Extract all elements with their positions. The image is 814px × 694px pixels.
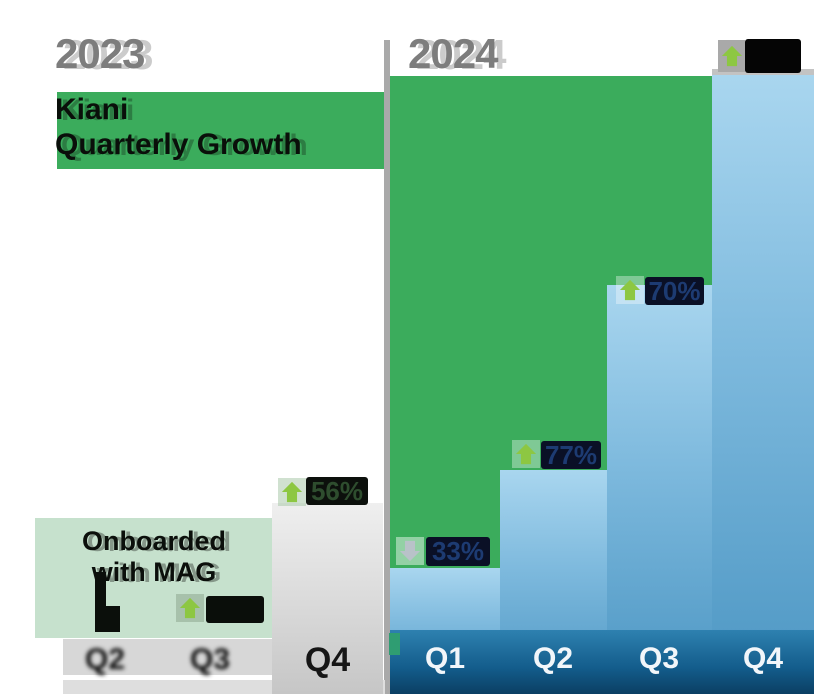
axis-label-q2-2023: Q2 xyxy=(85,643,126,676)
annotation-text: Onboarded with MAG xyxy=(35,526,273,588)
axis-label-q3-2024: Q3 xyxy=(638,642,680,675)
ghost-bar-artifact xyxy=(95,572,106,632)
up-arrow-glyph xyxy=(281,481,303,503)
axis-label-q4-2023: Q4 xyxy=(304,641,351,679)
value-label-2024-q3: 70% xyxy=(645,276,704,306)
up-arrow-icon xyxy=(176,594,204,622)
axis-label-q3-2023: Q3 xyxy=(190,643,231,676)
divider-ghost-chip xyxy=(389,633,400,655)
up-arrow-icon xyxy=(512,440,540,468)
axis-label-q4-2024: Q4 xyxy=(742,642,784,675)
up-arrow-glyph xyxy=(721,45,742,67)
annotation-line2: with MAG xyxy=(91,557,217,587)
year-heading-2024: 2024 xyxy=(408,30,498,77)
title-banner xyxy=(57,92,385,169)
axis-band-2023: Q2 Q3 xyxy=(63,639,272,676)
value-label-2024-q4 xyxy=(745,39,801,73)
axis-label-q1-2024: Q1 xyxy=(424,642,466,675)
value-label-2024-q2: 77% xyxy=(541,440,601,470)
up-arrow-glyph xyxy=(179,597,201,619)
axis-label-q2-2024: Q2 xyxy=(532,642,574,675)
bar-2023-q4: Q4 xyxy=(272,503,383,694)
chart-title-line2: Quarterly Growth xyxy=(55,128,302,161)
up-arrow-glyph xyxy=(619,279,641,301)
up-arrow-glyph xyxy=(515,443,537,465)
panel-divider xyxy=(384,40,390,694)
value-label-2023-mid xyxy=(206,596,264,623)
year-heading-2023: 2023 xyxy=(55,30,145,77)
chart-title-line1: Kiani xyxy=(55,93,129,126)
down-arrow-glyph xyxy=(399,540,421,562)
ghost-blob-artifact xyxy=(104,606,120,632)
chart-title: Kiani Quarterly Growth xyxy=(55,92,302,162)
bar-2024-q3 xyxy=(607,285,712,694)
value-label-2023-q4: 56% xyxy=(306,476,368,506)
bar-2024-q4 xyxy=(712,75,814,694)
up-arrow-icon xyxy=(718,40,745,72)
annotation-line1: Onboarded xyxy=(81,526,226,556)
down-arrow-icon xyxy=(396,537,424,565)
axis-band-2024: Q1 Q2 Q3 Q4 xyxy=(390,630,814,694)
value-label-2024-q1: 33% xyxy=(426,536,490,566)
up-arrow-icon xyxy=(616,276,644,304)
up-arrow-icon xyxy=(278,478,306,506)
